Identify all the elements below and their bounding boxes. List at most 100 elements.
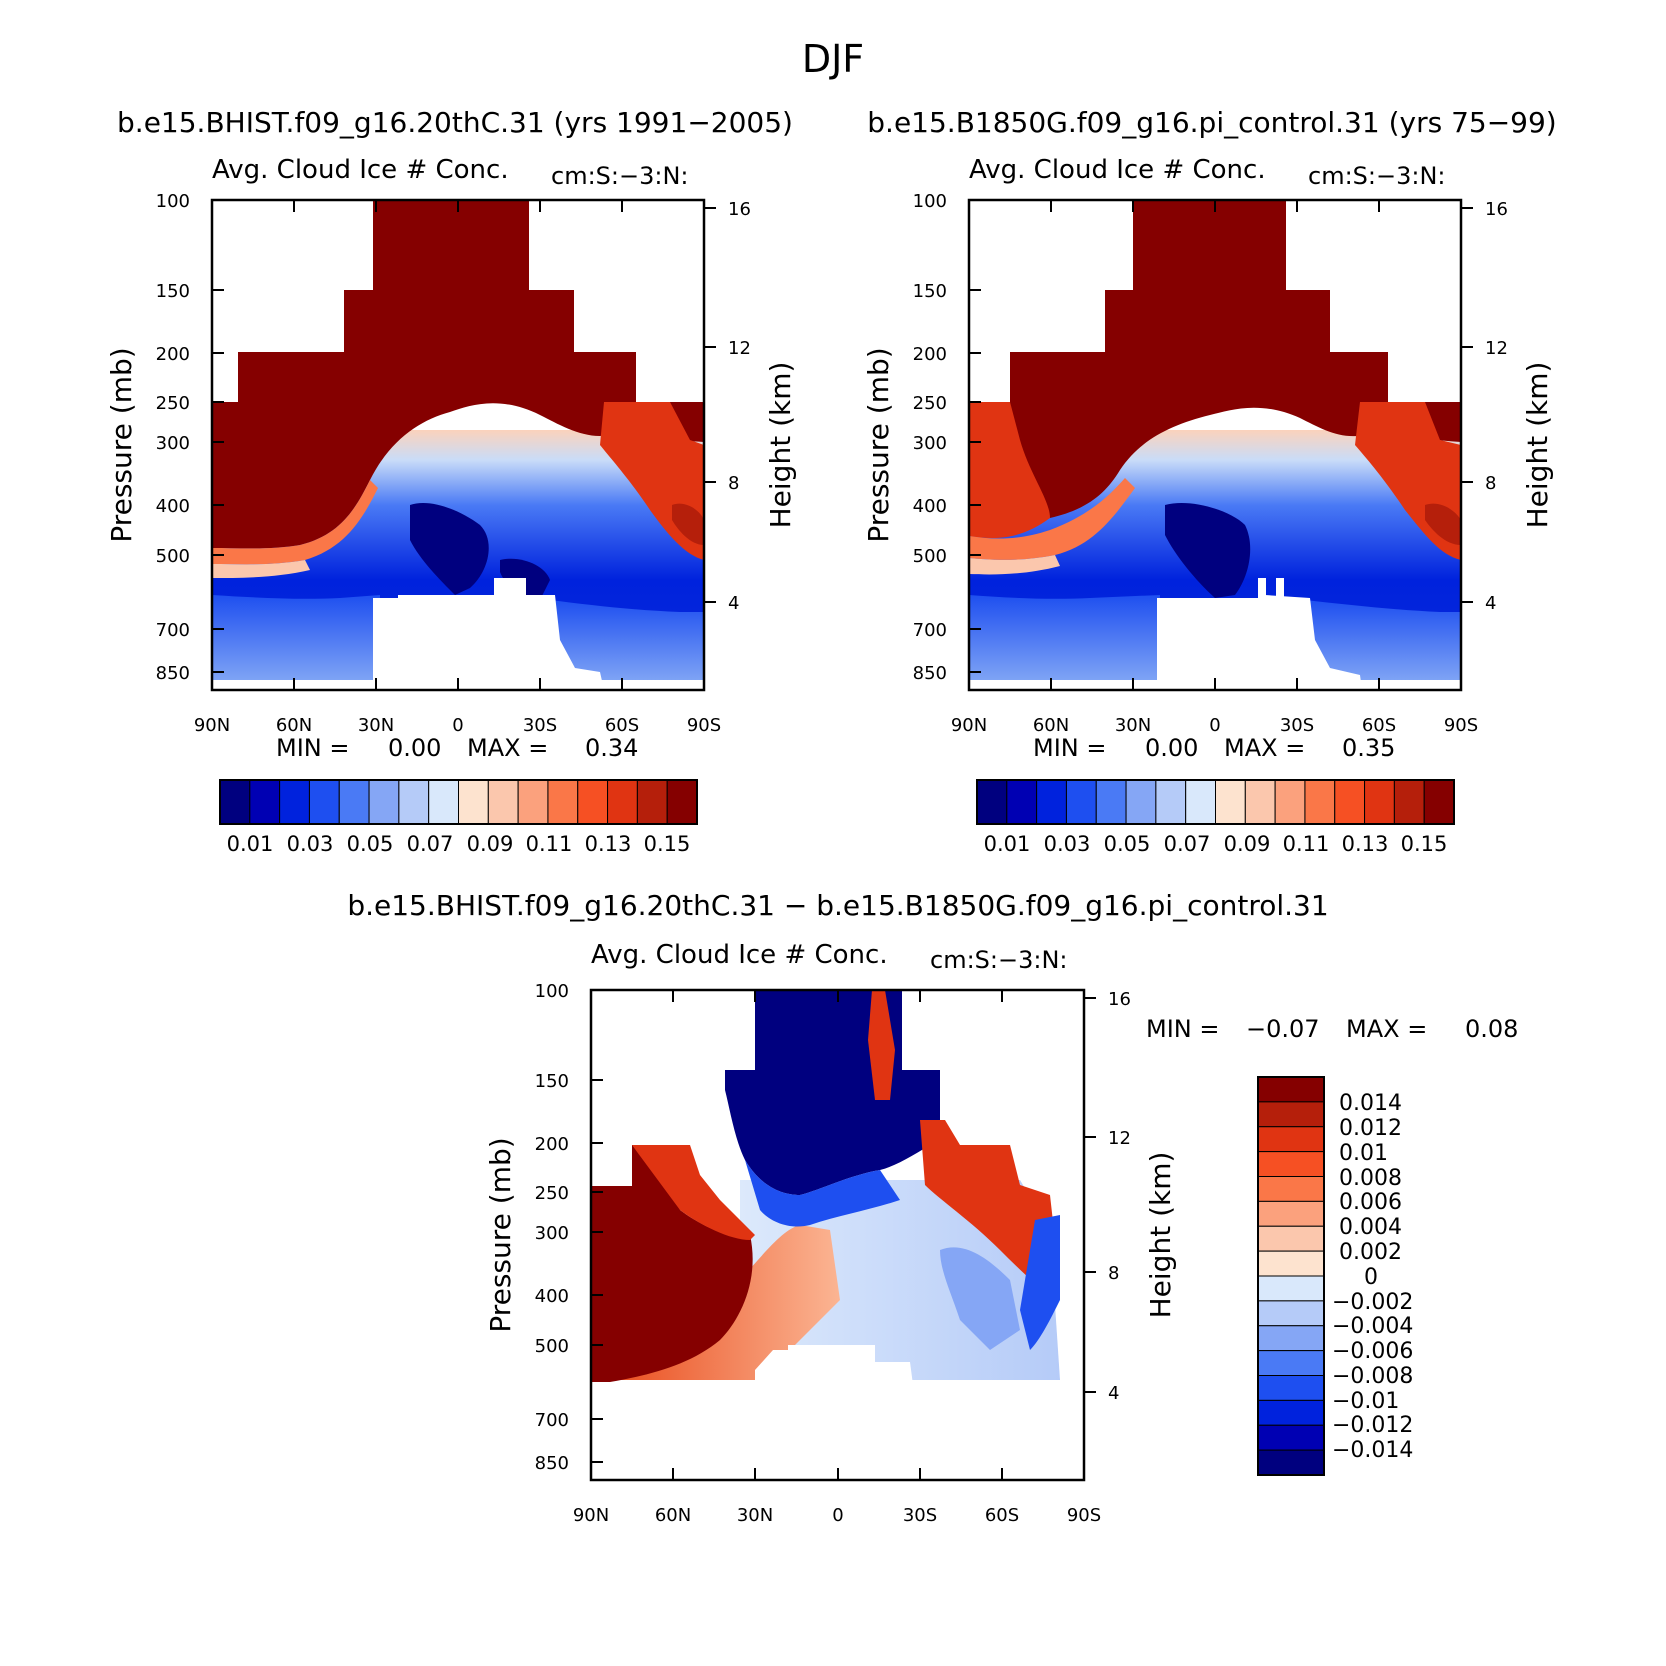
colorbar-swatch bbox=[1155, 779, 1187, 825]
colorbar-swatch bbox=[1257, 1449, 1325, 1476]
field-transition-light bbox=[212, 560, 310, 578]
colorbar-label: 0.13 bbox=[1342, 832, 1389, 856]
field-warm-south-core bbox=[672, 503, 704, 545]
y-tick-label: 250 bbox=[156, 393, 190, 414]
colorbar-label: 0.014 bbox=[1339, 1091, 1402, 1116]
field-warm-spike bbox=[868, 990, 895, 1100]
field-transition bbox=[969, 478, 1135, 560]
y-right-tick-label: 16 bbox=[1108, 989, 1131, 1010]
y-right-tick-label: 4 bbox=[728, 593, 739, 614]
x-tick-label: 90S bbox=[1067, 1505, 1101, 1526]
colorbar-labels: 0.01 0.03 0.05 0.07 0.09 0.11 0.13 0.15 bbox=[227, 832, 691, 856]
min-label: MIN = bbox=[1033, 734, 1106, 762]
colorbar-label: 0.05 bbox=[1104, 832, 1151, 856]
field-warm-region bbox=[969, 200, 1461, 519]
x-tick-label: 90S bbox=[1444, 715, 1478, 736]
field-lower-trop bbox=[969, 595, 1160, 680]
x-tick-marks bbox=[968, 200, 1462, 690]
colorbar-swatch bbox=[547, 779, 579, 825]
colorbar-label: 0.002 bbox=[1339, 1240, 1402, 1265]
colorbar-swatch bbox=[1257, 1250, 1325, 1277]
colorbar-label: 0.01 bbox=[1339, 1141, 1388, 1166]
field-lower-trop bbox=[212, 595, 380, 680]
field-warm-north bbox=[591, 1145, 753, 1382]
x-tick-label: 60N bbox=[276, 715, 312, 736]
y-right-tick-label: 12 bbox=[1108, 1128, 1131, 1149]
variable-title: Avg. Cloud Ice # Conc. bbox=[212, 155, 509, 185]
y-tick-label: 150 bbox=[535, 1071, 569, 1092]
y-right-tick-label: 12 bbox=[1485, 338, 1508, 359]
colorbar-frame bbox=[1257, 1076, 1325, 1476]
max-label: MAX = bbox=[467, 734, 548, 762]
y-axis-label: Pressure (mb) bbox=[862, 347, 895, 542]
colorbar-label: 0.15 bbox=[1401, 832, 1448, 856]
colorbar-swatch bbox=[458, 779, 489, 825]
y-tick-label: 300 bbox=[913, 433, 947, 454]
colorbar-swatch bbox=[1125, 779, 1157, 825]
variable-title: Avg. Cloud Ice # Conc. bbox=[591, 940, 888, 970]
terrain-gap bbox=[1276, 578, 1284, 598]
units-label: cm:S:−3:N: bbox=[1308, 162, 1445, 190]
panel-difference: b.e15.BHIST.f09_g16.20thC.31 − b.e15.B18… bbox=[347, 889, 1518, 1526]
field-deep-core bbox=[1165, 502, 1251, 598]
x-tick-label: 30N bbox=[1115, 715, 1151, 736]
y-tick-label: 400 bbox=[913, 496, 947, 517]
x-tick-label: 0 bbox=[832, 1505, 843, 1526]
colorbar-swatch bbox=[1036, 779, 1067, 825]
colorbar-swatch bbox=[1257, 1076, 1325, 1103]
y-tick-marks bbox=[212, 199, 716, 673]
x-ticks: 90N 60N 30N 0 30S 60S 90S bbox=[573, 1505, 1101, 1526]
colorbar-swatch bbox=[1257, 1424, 1325, 1451]
field-warm-south bbox=[920, 1120, 1060, 1300]
colorbar-label: −0.008 bbox=[1332, 1364, 1413, 1389]
max-label: MAX = bbox=[1224, 734, 1305, 762]
colorbar-label: 0.11 bbox=[1283, 832, 1330, 856]
x-tick-label: 60N bbox=[655, 1505, 691, 1526]
y-tick-label: 100 bbox=[535, 981, 569, 1002]
colorbar-swatch bbox=[1065, 779, 1097, 825]
colorbar-swatch bbox=[1257, 1399, 1325, 1426]
field-lower-trop-south bbox=[1305, 600, 1461, 680]
colorbar-label: −0.014 bbox=[1332, 1438, 1413, 1463]
y-tick-label: 700 bbox=[156, 620, 190, 641]
colorbar-swatch bbox=[1257, 1200, 1325, 1227]
colorbar-swatch bbox=[1006, 779, 1038, 825]
y-axis-label-right: Height (km) bbox=[1521, 362, 1554, 529]
x-tick-label: 60S bbox=[1362, 715, 1396, 736]
field-warm-region bbox=[212, 200, 704, 549]
y-tick-label: 850 bbox=[913, 663, 947, 684]
colorbar-frame bbox=[976, 779, 1455, 825]
colorbar-swatch bbox=[577, 779, 609, 825]
colorbar-labels: 0.01 0.03 0.05 0.07 0.09 0.11 0.13 0.15 bbox=[984, 832, 1448, 856]
field-deep-core bbox=[410, 502, 489, 595]
min-label: MIN = bbox=[1146, 1015, 1219, 1043]
colorbar-swatch bbox=[338, 779, 370, 825]
colorbar-label: −0.006 bbox=[1332, 1339, 1413, 1364]
x-tick-label: 30N bbox=[737, 1505, 773, 1526]
y-tick-label: 850 bbox=[535, 1453, 569, 1474]
colorbar-swatch bbox=[1215, 779, 1246, 825]
y-axis-label: Pressure (mb) bbox=[484, 1137, 517, 1332]
y-axis-label: Pressure (mb) bbox=[105, 347, 138, 542]
y-tick-marks bbox=[969, 199, 1473, 673]
x-tick-label: 30N bbox=[358, 715, 394, 736]
contour-field bbox=[591, 990, 1080, 1430]
x-tick-label: 30S bbox=[523, 715, 557, 736]
y-tick-label: 250 bbox=[535, 1183, 569, 1204]
field-warm-north-edge bbox=[632, 1145, 755, 1240]
y-ticks-right: 16 12 8 4 bbox=[728, 199, 751, 614]
y-tick-label: 500 bbox=[156, 546, 190, 567]
colorbar-swatch bbox=[976, 779, 1008, 825]
panel-top-left: b.e15.BHIST.f09_g16.20thC.31 (yrs 1991−2… bbox=[105, 106, 797, 856]
x-tick-label: 60S bbox=[605, 715, 639, 736]
colorbar-label: 0 bbox=[1364, 1265, 1378, 1290]
y-tick-label: 700 bbox=[913, 620, 947, 641]
colorbar-swatch bbox=[1257, 1300, 1325, 1327]
colorbar-label: 0.006 bbox=[1339, 1190, 1402, 1215]
colorbar-swatch bbox=[1257, 1375, 1325, 1401]
y-tick-label: 400 bbox=[535, 1286, 569, 1307]
colorbar-label: 0.008 bbox=[1339, 1166, 1402, 1191]
x-tick-label: 30S bbox=[1280, 715, 1314, 736]
figure-title: DJF bbox=[802, 37, 864, 81]
colorbar-swatch bbox=[1257, 1101, 1325, 1128]
